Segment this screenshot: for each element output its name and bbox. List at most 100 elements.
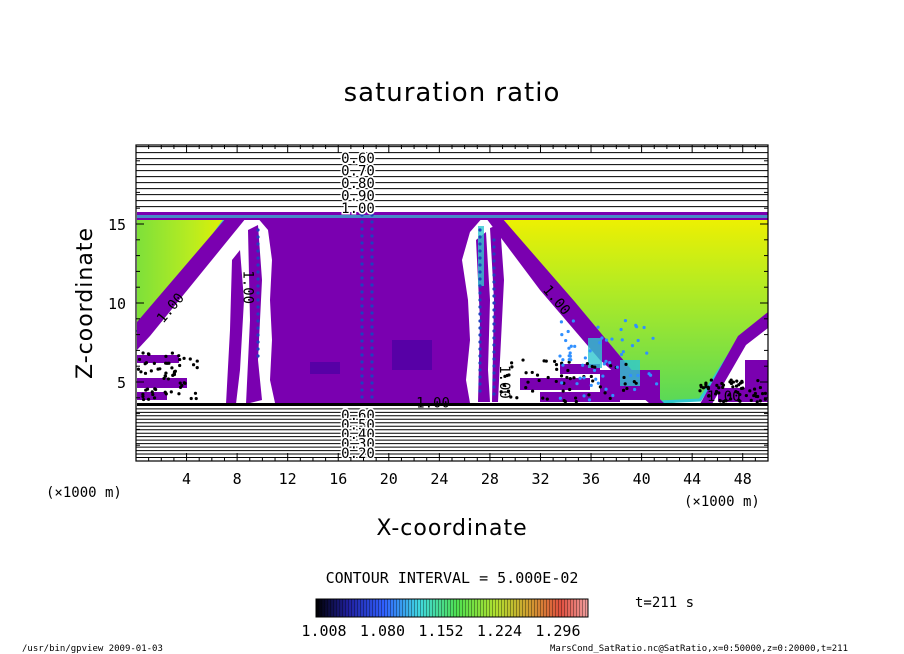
speckle-dot	[560, 333, 564, 337]
speckle-dot	[749, 398, 753, 402]
speckle-dot	[721, 385, 725, 389]
speckle-dot	[619, 327, 623, 332]
speckle-dot	[360, 248, 364, 252]
speckle-dot	[756, 394, 760, 399]
speckle-dot	[553, 359, 557, 363]
speckle-dot	[559, 374, 564, 378]
left-pillar-2	[246, 225, 262, 404]
speckle-dot	[698, 389, 702, 393]
speckle-dot	[758, 385, 763, 390]
inline-contour-label: 1.00	[707, 389, 741, 405]
speckle-dot	[370, 311, 374, 315]
colorbar-tick-label: 1.224	[477, 622, 522, 640]
speckle-dot	[370, 290, 374, 294]
speckle-dot	[752, 387, 757, 391]
speckle-dot	[530, 370, 534, 375]
speckle-dot	[256, 284, 260, 288]
speckle-dot	[592, 368, 597, 373]
speckle-dot	[360, 367, 364, 371]
speckle-dot	[583, 356, 587, 360]
speckle-dot	[256, 340, 260, 344]
speckle-dot	[141, 392, 145, 396]
speckle-dot	[763, 391, 767, 396]
speckle-dot	[360, 220, 364, 224]
speckle-dot	[370, 360, 374, 364]
speckle-dot	[561, 389, 565, 393]
speckle-dot	[478, 277, 482, 281]
speckle-dot	[567, 354, 571, 358]
speckle-dot	[572, 376, 576, 380]
speckle-dot	[141, 397, 146, 402]
speckle-dot	[763, 397, 767, 401]
speckle-dot	[537, 378, 541, 383]
speckle-dot	[360, 332, 364, 336]
inline-contour-label: 1.00	[496, 365, 512, 399]
speckle-dot	[561, 363, 565, 367]
speckle-dot	[707, 393, 711, 398]
speckle-dot	[628, 373, 633, 378]
speckle-dot	[587, 393, 591, 397]
speckle-dot	[524, 371, 528, 375]
plot-area	[136, 146, 768, 459]
speckle-dot	[571, 319, 575, 323]
speckle-dot	[729, 378, 733, 382]
colorbar-tick-label: 1.296	[535, 622, 580, 640]
speckle-dot	[492, 357, 496, 361]
speckle-dot	[492, 322, 496, 326]
speckle-dot	[604, 387, 608, 391]
speckle-dot	[370, 220, 374, 224]
y-tick-label: 10	[108, 295, 126, 313]
colorbar-ticks: 1.008 1.080 1.152 1.224 1.296	[301, 622, 580, 640]
speckle-dot	[370, 353, 374, 357]
speckle-dot	[256, 319, 260, 323]
speckle-dot	[150, 390, 154, 394]
speckle-dot	[360, 318, 364, 322]
upper-contour-label: 0.60	[341, 151, 375, 167]
speckle-dot	[625, 386, 629, 391]
speckle-dot	[360, 395, 364, 399]
speckle-dot	[256, 277, 260, 281]
speckle-dot	[704, 381, 708, 385]
speckle-dot	[189, 396, 193, 401]
speckle-dot	[478, 242, 482, 246]
speckle-dot	[256, 270, 260, 274]
speckle-dot	[738, 392, 742, 397]
speckle-dot	[370, 332, 374, 336]
speckle-dot	[478, 235, 482, 239]
speckle-dot	[360, 374, 364, 378]
speckle-dot	[492, 273, 496, 277]
speckle-dot	[178, 357, 182, 362]
speckle-dot	[604, 359, 608, 363]
speckle-dot	[608, 361, 612, 365]
speckle-dot	[568, 351, 572, 355]
speckle-dot	[492, 301, 496, 305]
speckle-dot	[478, 319, 482, 323]
y-axis-ticks: 5 10 15	[108, 160, 768, 446]
speckle-dot	[621, 350, 625, 354]
speckle-dot	[654, 382, 659, 386]
speckle-dot	[575, 382, 579, 386]
speckle-dot	[478, 382, 482, 386]
speckle-dot	[360, 381, 364, 385]
speckle-dot	[620, 338, 624, 342]
speckle-dot	[143, 371, 148, 375]
speckle-dot	[521, 358, 525, 362]
speckle-dot	[578, 376, 582, 380]
speckle-dot	[194, 396, 198, 401]
speckle-dot	[370, 262, 374, 266]
speckle-dot	[598, 341, 602, 345]
colorbar-tick-label: 1.152	[418, 622, 463, 640]
speckle-dot	[182, 381, 186, 385]
speckle-dot	[598, 385, 602, 389]
speckle-dot	[565, 375, 569, 380]
speckle-dot	[526, 380, 530, 384]
speckle-dot	[715, 383, 719, 387]
speckle-dot	[164, 371, 168, 375]
speckle-dot	[567, 357, 571, 362]
speckle-dot	[149, 369, 153, 373]
speckle-dot	[360, 269, 364, 273]
speckle-dot	[370, 395, 374, 399]
speckle-dot	[738, 381, 743, 385]
x-tick-label: 48	[734, 470, 752, 488]
speckle-dot	[165, 361, 169, 365]
